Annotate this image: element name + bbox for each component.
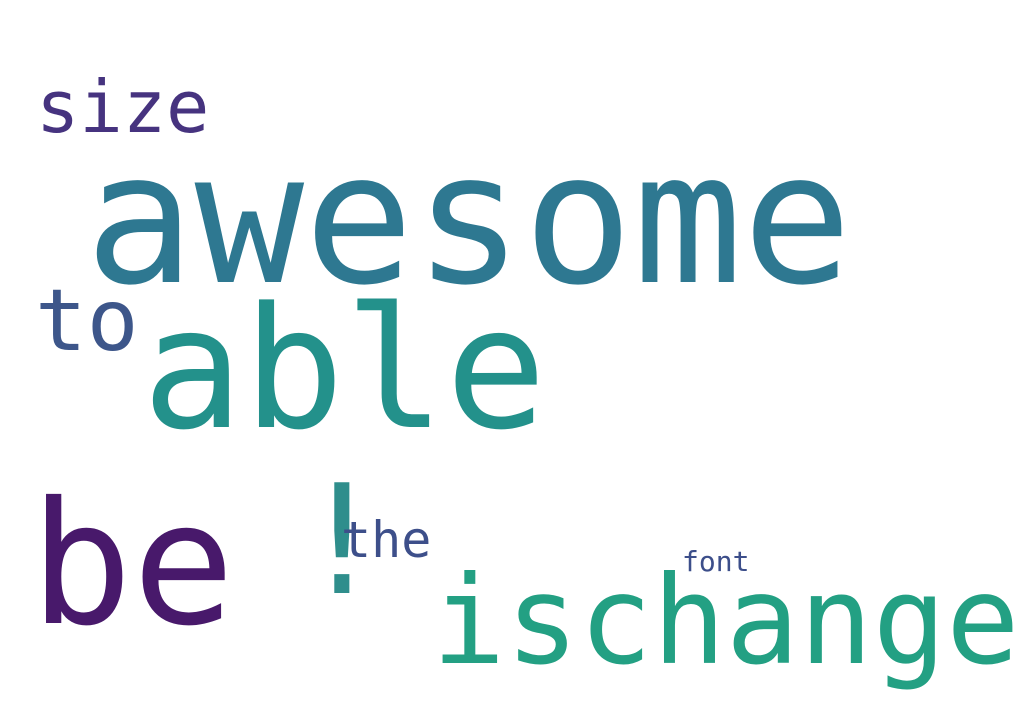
word-able: able — [142, 271, 547, 467]
word-be: be — [30, 466, 235, 664]
word-font: font — [682, 545, 750, 578]
word-exclamation: ! — [296, 452, 388, 629]
word-the: the — [341, 511, 432, 569]
word-to: to — [35, 271, 139, 371]
word-ischange: ischange — [432, 550, 1020, 692]
word-size: size — [36, 65, 210, 149]
word-awesome: awesome — [85, 113, 853, 325]
